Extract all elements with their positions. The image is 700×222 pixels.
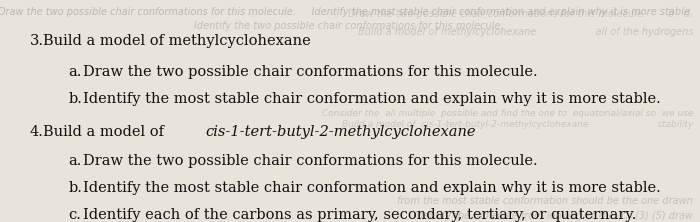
Text: b.: b. xyxy=(69,92,83,106)
Text: Identify the molecule from looking at the (C) (3) (5) draw: Identify the molecule from looking at th… xyxy=(414,211,693,221)
Text: c.: c. xyxy=(69,208,81,222)
Text: Identify the most stable chair conformation and explain why it is more stable.: Identify the most stable chair conformat… xyxy=(83,181,660,195)
Text: Identify the most stable chair conformation and explain why it is more stable.: Identify the most stable chair conformat… xyxy=(83,92,660,106)
Text: Draw the two possible chair conformations for this molecule.: Draw the two possible chair conformation… xyxy=(83,65,537,79)
Text: cis-1-tert-butyl-2-methylcyclohexane: cis-1-tert-butyl-2-methylcyclohexane xyxy=(206,125,476,139)
Text: from the most stable conformation should be the one drawn: from the most stable conformation should… xyxy=(398,196,693,206)
Text: a.: a. xyxy=(69,65,82,79)
Text: Draw the two possible chair conformations for this molecule.: Draw the two possible chair conformation… xyxy=(83,154,537,168)
Text: 4.: 4. xyxy=(29,125,43,139)
Text: Identify each of the carbons as primary, secondary, tertiary, or quaternary.: Identify each of the carbons as primary,… xyxy=(83,208,636,222)
Text: Build a model of  cis-1-tert-butyl-2-methylcyclohexane                        st: Build a model of cis-1-tert-butyl-2-meth… xyxy=(342,120,693,129)
Text: 3.: 3. xyxy=(29,34,43,48)
Text: Build a model of methylcyclohexane: Build a model of methylcyclohexane xyxy=(43,34,311,48)
Text: Identify the two possible chair conformations for this molecule.: Identify the two possible chair conforma… xyxy=(195,21,504,31)
Text: Build a model of: Build a model of xyxy=(43,125,169,139)
Text: Draw the two possible chair conformations for this molecule.     Identify the mo: Draw the two possible chair conformation… xyxy=(0,7,693,17)
Text: b.: b. xyxy=(69,181,83,195)
Text: a.: a. xyxy=(69,154,82,168)
Text: Build a model of methylcyclohexane                   all of the hydrogens: Build a model of methylcyclohexane all o… xyxy=(358,27,693,37)
Text: Consider the  all multiple  possible and find the one to  equatorial/axial so  w: Consider the all multiple possible and f… xyxy=(321,109,693,118)
Text: Draw the two possible chair conformations for this molecule.       b.  d.: Draw the two possible chair conformation… xyxy=(348,9,693,19)
